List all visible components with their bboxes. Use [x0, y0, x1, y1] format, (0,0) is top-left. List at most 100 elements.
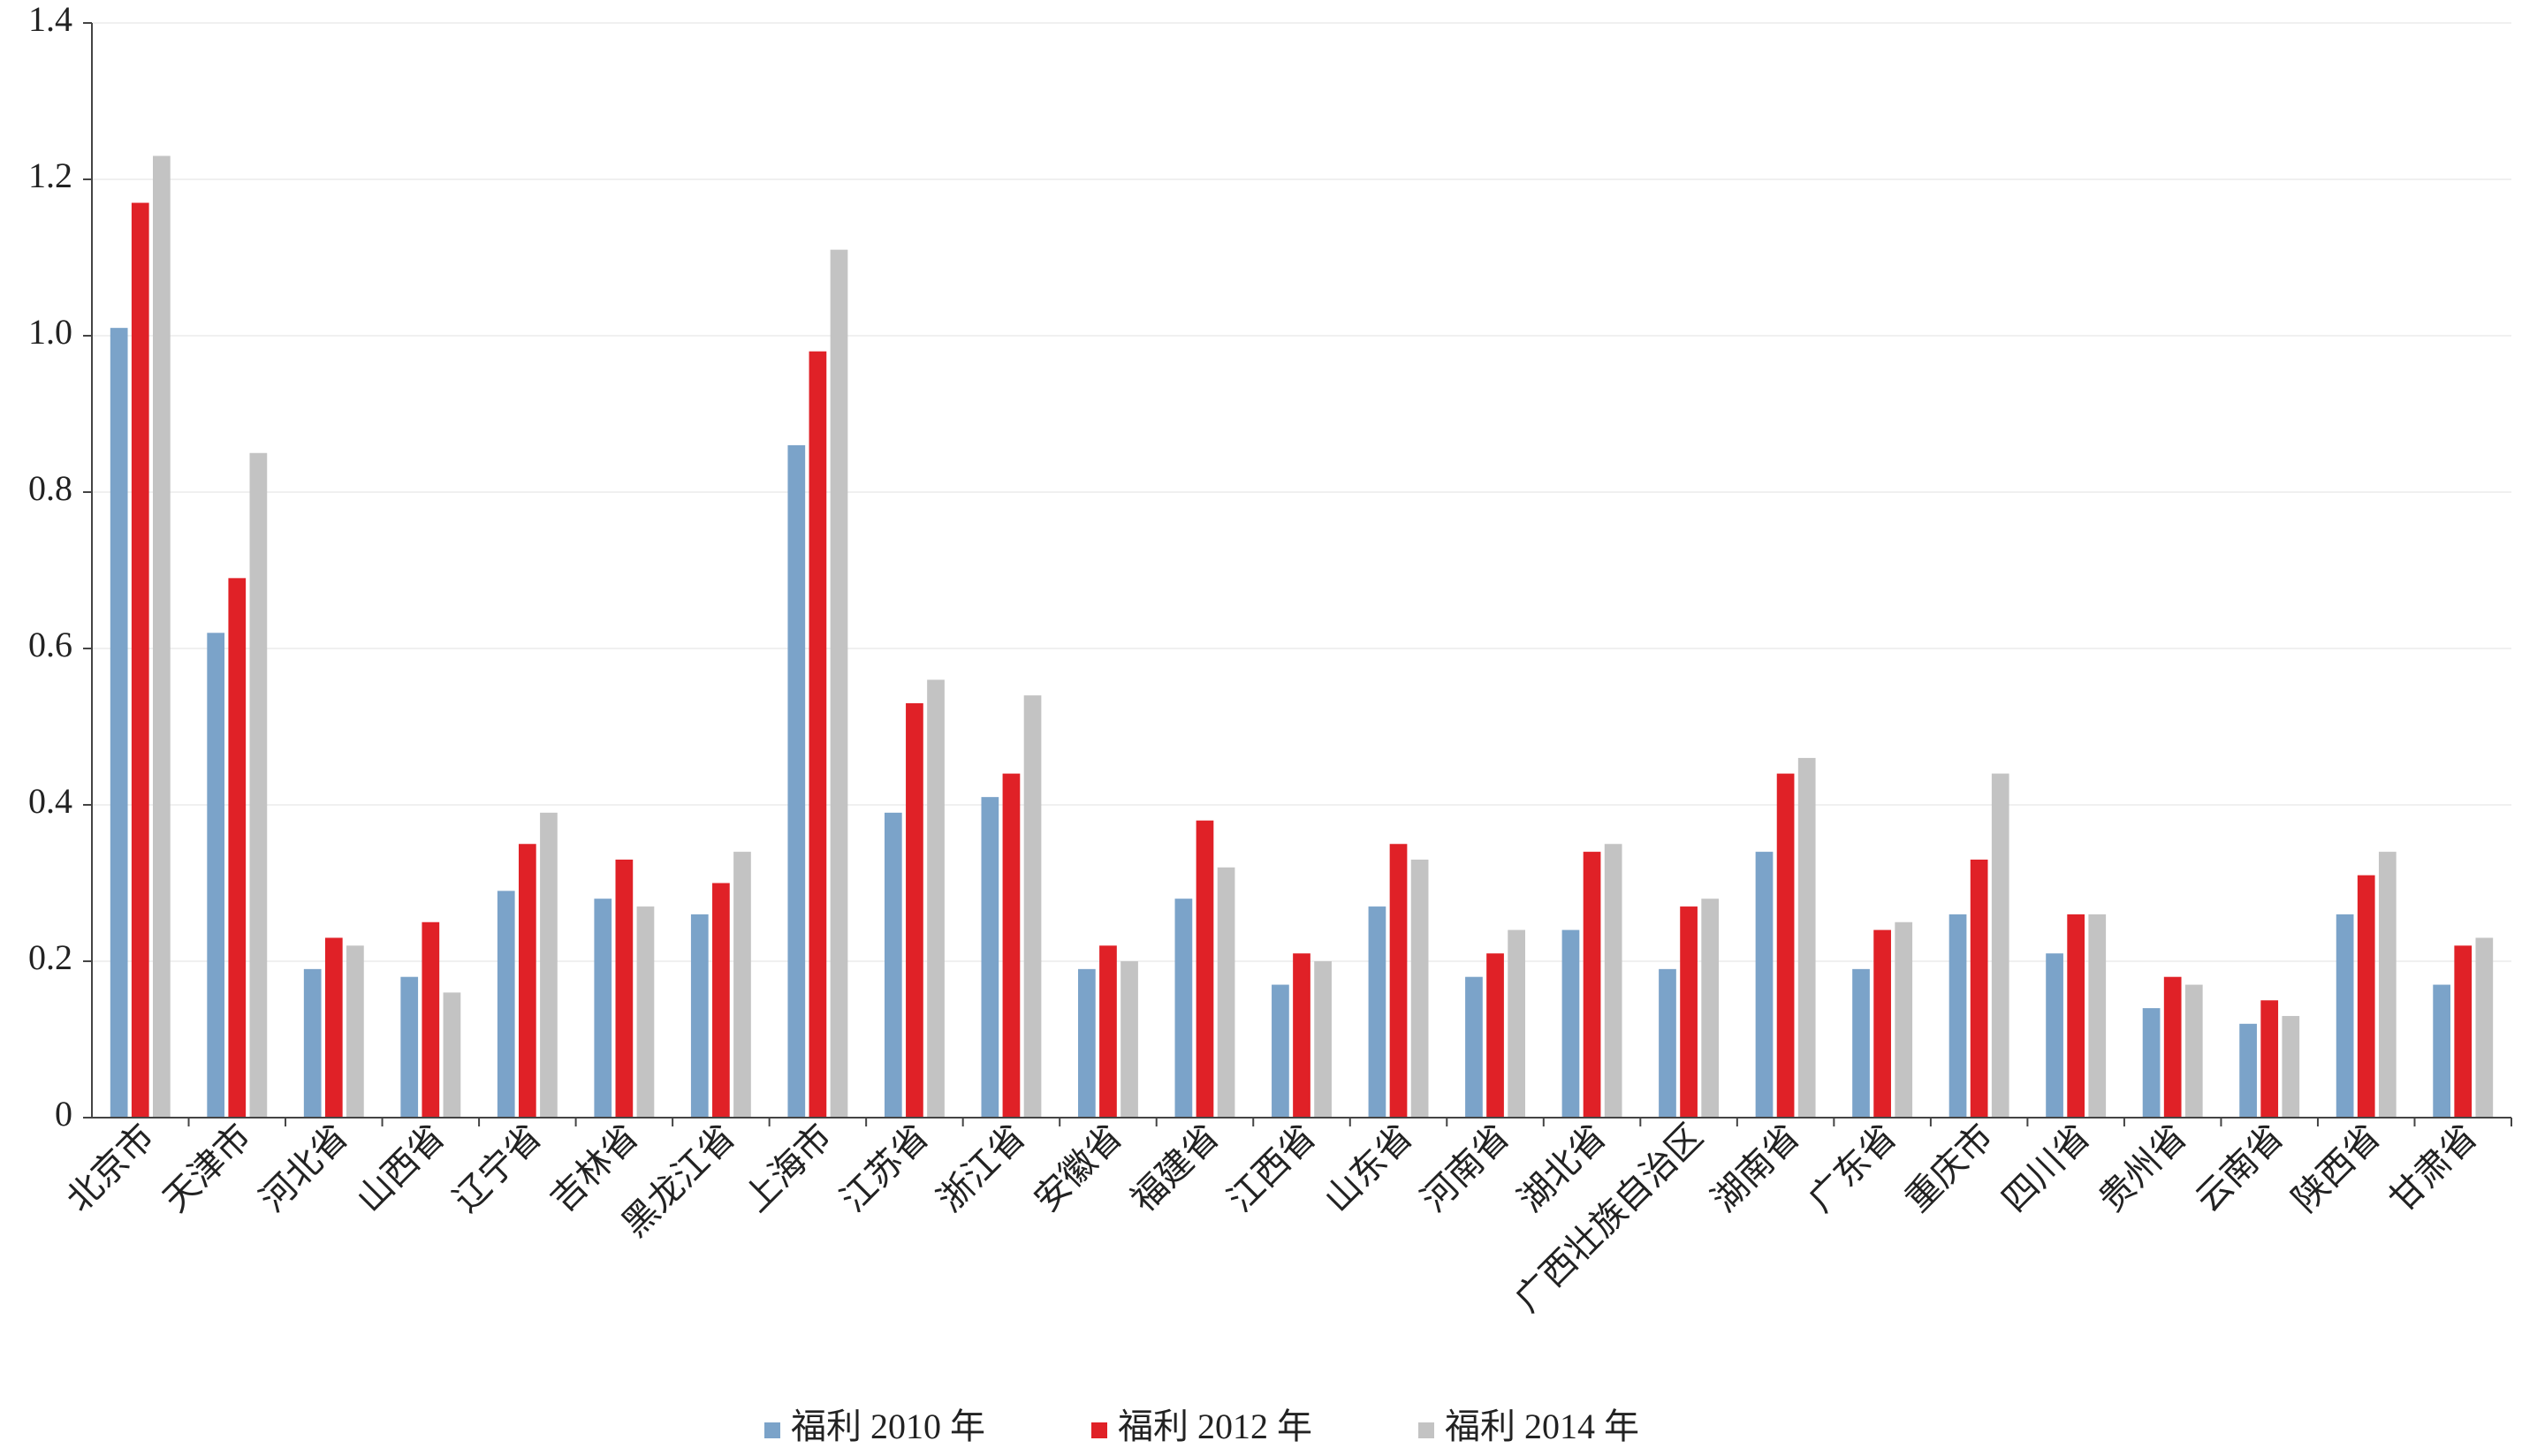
bar	[1604, 844, 1622, 1118]
bar	[712, 883, 730, 1118]
x-tick-label: 浙江省	[930, 1117, 1033, 1220]
bar	[1895, 921, 1913, 1118]
bar	[540, 812, 558, 1118]
bar	[2378, 852, 2397, 1118]
bar	[1465, 976, 1483, 1118]
bar	[809, 351, 827, 1118]
bar	[1486, 953, 1504, 1118]
bar	[2067, 914, 2085, 1118]
x-tick-label: 广东省	[1801, 1117, 1904, 1220]
bar	[1389, 844, 1408, 1118]
legend-swatch	[764, 1422, 780, 1438]
bar	[615, 859, 634, 1118]
bar	[303, 968, 322, 1118]
x-tick-label: 贵州省	[2091, 1117, 2194, 1220]
x-tick-label: 江西省	[1220, 1117, 1324, 1220]
x-tick-label: 云南省	[2188, 1117, 2291, 1220]
bar	[1099, 945, 1117, 1118]
bar	[346, 945, 364, 1118]
x-tick-label: 四川省	[1994, 1117, 2098, 1220]
bar	[2163, 976, 2182, 1118]
bar	[927, 679, 945, 1118]
bar	[1368, 906, 1386, 1118]
bar	[497, 891, 515, 1118]
bar	[1314, 961, 1332, 1118]
bar	[2142, 1008, 2161, 1118]
legend-swatch	[1418, 1422, 1434, 1438]
bar	[400, 976, 419, 1118]
bar	[324, 937, 343, 1118]
bar	[2184, 984, 2203, 1118]
x-tick-label: 重庆市	[1897, 1117, 2001, 1220]
legend-label: 福利 2012 年	[1118, 1407, 1312, 1446]
bar	[207, 633, 225, 1118]
bar	[1002, 773, 1021, 1118]
x-tick-label: 上海市	[736, 1117, 839, 1220]
x-tick-label: 安徽省	[1027, 1117, 1130, 1220]
bar	[2357, 875, 2375, 1118]
y-tick-label: 1.2	[28, 155, 72, 195]
bar	[733, 852, 751, 1118]
bar	[594, 899, 612, 1118]
x-tick-label: 江苏省	[833, 1117, 937, 1220]
legend-label: 福利 2014 年	[1445, 1407, 1639, 1446]
bar	[1755, 852, 1774, 1118]
bar	[1561, 929, 1580, 1118]
y-tick-label: 0.4	[28, 781, 72, 821]
bar	[228, 578, 247, 1118]
bar	[1873, 929, 1891, 1118]
bar	[1196, 820, 1214, 1118]
bar	[2433, 984, 2451, 1118]
bar	[110, 328, 128, 1118]
bar	[422, 921, 440, 1118]
bar	[787, 444, 806, 1118]
bar	[1852, 968, 1870, 1118]
legend-swatch	[1091, 1422, 1107, 1438]
bar	[1797, 757, 1816, 1118]
x-tick-label: 辽宁省	[446, 1117, 550, 1220]
y-tick-label: 0	[55, 1094, 72, 1134]
bar	[443, 992, 461, 1118]
bar	[1410, 859, 1429, 1118]
bar	[518, 844, 536, 1118]
bar	[152, 155, 171, 1119]
bar	[2475, 937, 2494, 1118]
bar	[1659, 968, 1676, 1118]
bar	[249, 452, 268, 1118]
bar	[1701, 899, 1720, 1118]
bar	[1293, 953, 1310, 1118]
bar	[636, 906, 655, 1118]
bar	[906, 702, 923, 1118]
bar	[2239, 1023, 2257, 1118]
legend-label: 福利 2010 年	[791, 1407, 985, 1446]
bar	[1970, 859, 1988, 1118]
x-tick-label: 河南省	[1414, 1117, 1517, 1220]
x-tick-label: 天津市	[156, 1117, 259, 1220]
bar	[1583, 852, 1601, 1118]
bar	[830, 249, 848, 1118]
bar	[2282, 1015, 2300, 1118]
bar	[884, 812, 902, 1118]
x-tick-label: 北京市	[58, 1117, 162, 1220]
y-tick-label: 0.8	[28, 468, 72, 508]
bar	[2260, 1000, 2279, 1118]
bar	[1272, 984, 1289, 1118]
bar	[1023, 695, 1042, 1118]
bar	[1174, 899, 1193, 1118]
x-tick-label: 陕西省	[2284, 1117, 2388, 1220]
bar	[131, 202, 149, 1118]
bar	[1991, 773, 2009, 1118]
x-tick-label: 甘肃省	[2381, 1117, 2485, 1220]
bar	[1776, 773, 1795, 1118]
bar	[1078, 968, 1096, 1118]
y-tick-label: 1.0	[28, 312, 72, 352]
bar	[690, 914, 709, 1118]
bar	[2454, 945, 2473, 1118]
bar	[1680, 906, 1698, 1118]
bar	[2088, 914, 2107, 1118]
y-tick-label: 1.4	[28, 0, 72, 39]
x-tick-label: 湖南省	[1704, 1117, 1807, 1220]
y-tick-label: 0.6	[28, 625, 72, 664]
bar	[1120, 961, 1138, 1118]
